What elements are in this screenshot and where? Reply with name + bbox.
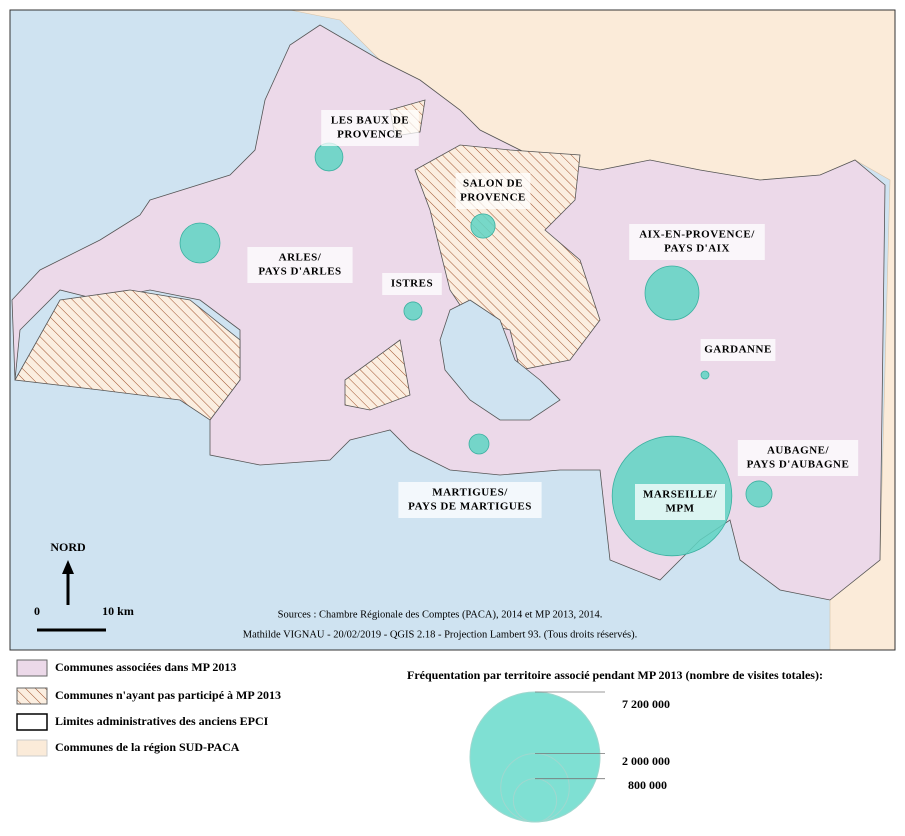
territory-label: LES BAUX DE (331, 115, 409, 127)
visit-circle (403, 301, 423, 321)
source: Mathilde VIGNAU - 20/02/2019 - QGIS 2.18… (243, 629, 638, 640)
legend-item: Limites administratives des anciens EPCI (55, 714, 269, 728)
territory-label: PAYS D'AIX (664, 243, 730, 255)
visit-circle (468, 433, 490, 455)
territory-label: PAYS D'AUBAGNE (747, 459, 850, 471)
size-legend-title: Fréquentation par territoire associé pen… (407, 668, 823, 682)
territory-label: ISTRES (391, 278, 433, 290)
territory-label: SALON DE (463, 178, 523, 190)
north-arrow (62, 560, 74, 574)
territory-label: MARTIGUES/ (432, 487, 508, 499)
label-box (737, 440, 859, 476)
territory-label: MARSEILLE/ (643, 489, 718, 501)
size-label: 2 000 000 (622, 754, 670, 768)
label-box (398, 482, 542, 518)
label-box (247, 247, 353, 283)
legend-item: Communes de la région SUD-PACA (55, 740, 240, 754)
visit-circle (700, 370, 710, 380)
territory-label: PROVENCE (460, 192, 526, 204)
map-frame (9, 9, 896, 651)
label-box (700, 339, 776, 361)
territory-label: AIX-EN-PROVENCE/ (639, 229, 755, 241)
territory-label: MPM (666, 503, 695, 515)
size-label: 800 000 (628, 778, 667, 792)
territory-label: PAYS D'ARLES (258, 266, 341, 278)
source: Sources : Chambre Régionale des Comptes … (278, 609, 603, 620)
size-label: 7 200 000 (622, 697, 670, 711)
legend-item: Communes n'ayant pas participé à MP 2013 (55, 688, 281, 702)
territory-label: ARLES/ (279, 252, 322, 264)
non-participating (14, 289, 241, 421)
lake (439, 299, 561, 421)
label-box (455, 173, 531, 209)
visit-circle (644, 265, 700, 321)
scale-end: 10 km (102, 604, 134, 618)
size-legend: 7 200 000 2 000 000 800 000 (469, 691, 670, 823)
label-box (629, 224, 765, 260)
legend-item: Communes associées dans MP 2013 (55, 660, 236, 674)
size-circle (469, 691, 601, 823)
label-box (321, 110, 419, 146)
swatch (16, 739, 48, 757)
swatch (16, 713, 48, 731)
label-box (382, 273, 442, 295)
visit-circle (470, 213, 496, 239)
visit-circle (745, 480, 773, 508)
visit-circle (179, 222, 221, 264)
territory-label: AUBAGNE/ (767, 445, 830, 457)
swatch (16, 659, 48, 677)
north-label: NORD (50, 540, 86, 554)
territory-label: GARDANNE (704, 344, 772, 356)
swatch (16, 687, 48, 705)
label-box (635, 484, 725, 520)
territory-label: PROVENCE (337, 129, 403, 141)
scale-start: 0 (34, 604, 40, 618)
labels: LES BAUX DE PROVENCE ARLES/PAYS D'ARLES SAL… (247, 110, 859, 520)
territory-label: PAYS DE MARTIGUES (408, 501, 532, 513)
map: LES BAUX DE PROVENCE ARLES/PAYS D'ARLES SAL… (10, 10, 895, 650)
visit-circle (314, 142, 344, 172)
non-participating (344, 339, 411, 411)
